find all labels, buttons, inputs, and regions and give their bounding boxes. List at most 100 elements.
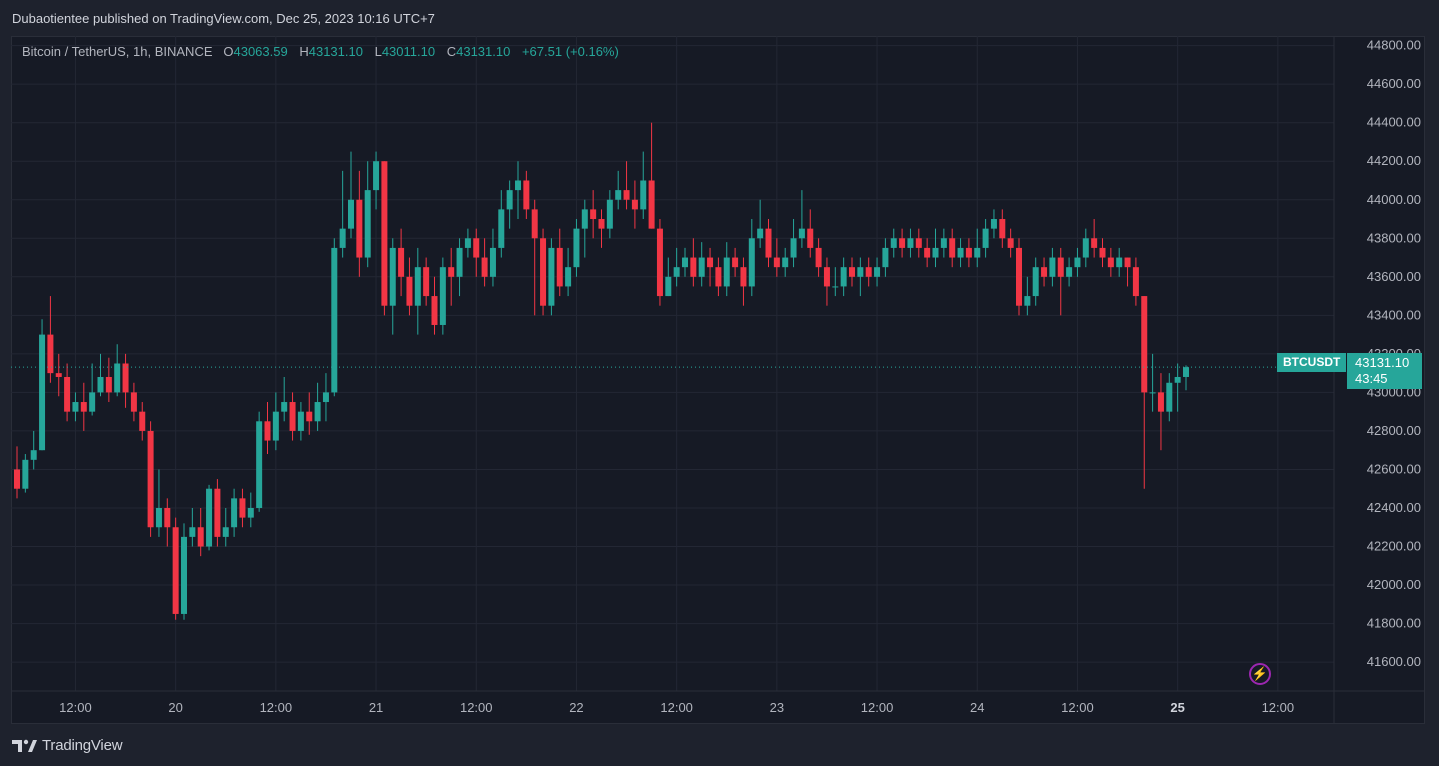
candle-body [640,180,647,210]
candle-body [130,392,137,412]
flash-icon[interactable]: ⚡ [1249,663,1271,685]
candle-body [740,267,747,287]
candle-body [473,238,480,258]
y-tick-label: 42600.00 [1367,461,1421,476]
legend-low: 43011.10 [381,44,436,59]
candle-body [481,257,488,277]
candle-body [189,527,196,537]
y-tick-label: 42200.00 [1367,539,1421,554]
candle-body [1041,267,1048,277]
candle-body [222,527,229,537]
candle-body [515,180,521,191]
candle-body [1107,257,1114,268]
candle-body [197,527,204,547]
candle-body [773,257,780,268]
y-tick-label: 42400.00 [1367,500,1421,515]
candle-body [264,421,271,441]
candle-body [707,257,714,268]
candle-body [790,238,797,258]
candle-body [757,228,764,239]
candle-body [548,247,555,306]
x-tick-label: 12:00 [660,700,693,715]
candle-body [297,411,304,431]
candle-body [489,247,496,277]
candle-body [389,247,396,306]
x-tick-label: 12:00 [59,700,92,715]
candle-body [631,199,638,210]
candle-body [281,402,288,412]
candle-body [690,257,697,277]
candle-body [89,392,96,412]
candle-body [1074,257,1081,268]
x-tick-label: 12:00 [460,700,493,715]
x-tick-label: 20 [168,700,182,715]
candle-body [1099,247,1106,258]
last-price: 43131.10 [1355,355,1410,370]
legend-high: 43131.10 [308,44,363,59]
candle-body [915,238,922,248]
tradingview-brand[interactable]: TradingView [12,737,123,754]
legend-low-label: L [374,44,382,59]
candle-body [431,296,438,325]
candle-body [715,267,722,287]
candle-body [373,161,380,191]
x-tick-label: 12:00 [1061,700,1094,715]
candle-body [30,450,37,460]
y-tick-label: 43400.00 [1367,307,1421,322]
candle-body [999,219,1006,239]
candle-body [506,190,513,210]
candle-body [498,209,505,248]
candle-body [782,257,789,268]
y-tick-label: 44400.00 [1367,115,1421,130]
candle-body [656,228,663,297]
candle-body [164,507,171,528]
candle-body [899,238,906,248]
candle-body [1007,238,1014,248]
legend-open: 43063.59 [233,44,288,59]
candle-body [214,488,221,537]
candle-body [1183,367,1189,377]
candle-body [823,267,830,287]
candle-body [1116,257,1123,268]
tradingview-logo-icon [12,739,37,752]
candle-body [1066,267,1073,277]
candle-body [14,469,20,489]
candle-body [1016,247,1022,306]
candle-body [439,267,446,325]
x-tick-label: 12:00 [1262,700,1295,715]
candle-body [573,228,580,268]
candle-body [122,363,129,393]
y-tick-label: 44000.00 [1367,192,1421,207]
candle-body [840,267,847,287]
candle-body [114,363,121,393]
candle-body [940,238,947,248]
legend-open-label: O [223,44,234,59]
candle-body [531,209,538,239]
bar-countdown: 43:45 [1355,371,1388,386]
candle-body [306,411,313,422]
candle-body [1049,257,1056,277]
candle-body [1024,296,1031,306]
x-tick-label: 12:00 [861,700,894,715]
candle-body [990,219,997,229]
candle-body [256,421,263,508]
candlestick-chart[interactable]: 41600.00 41800.00 42000.00 42200.00 42400.00… [11,36,1425,724]
candle-body [22,459,29,489]
candle-body [381,161,388,306]
y-tick-label: 44600.00 [1367,76,1421,91]
y-tick-label: 41800.00 [1367,616,1421,631]
y-tick-label: 41600.00 [1367,654,1421,669]
candle-body [523,180,530,210]
candle-body [206,488,213,547]
candle-body [832,286,839,288]
candle-body [322,392,329,403]
candle-body [907,238,914,248]
candle-body [231,498,238,528]
candle-body [348,199,354,229]
candle-body [147,430,154,528]
candle-body [39,334,46,451]
candle-body [414,267,421,306]
candle-body [865,267,872,277]
candle-body [331,247,338,393]
candle-body [748,238,755,287]
